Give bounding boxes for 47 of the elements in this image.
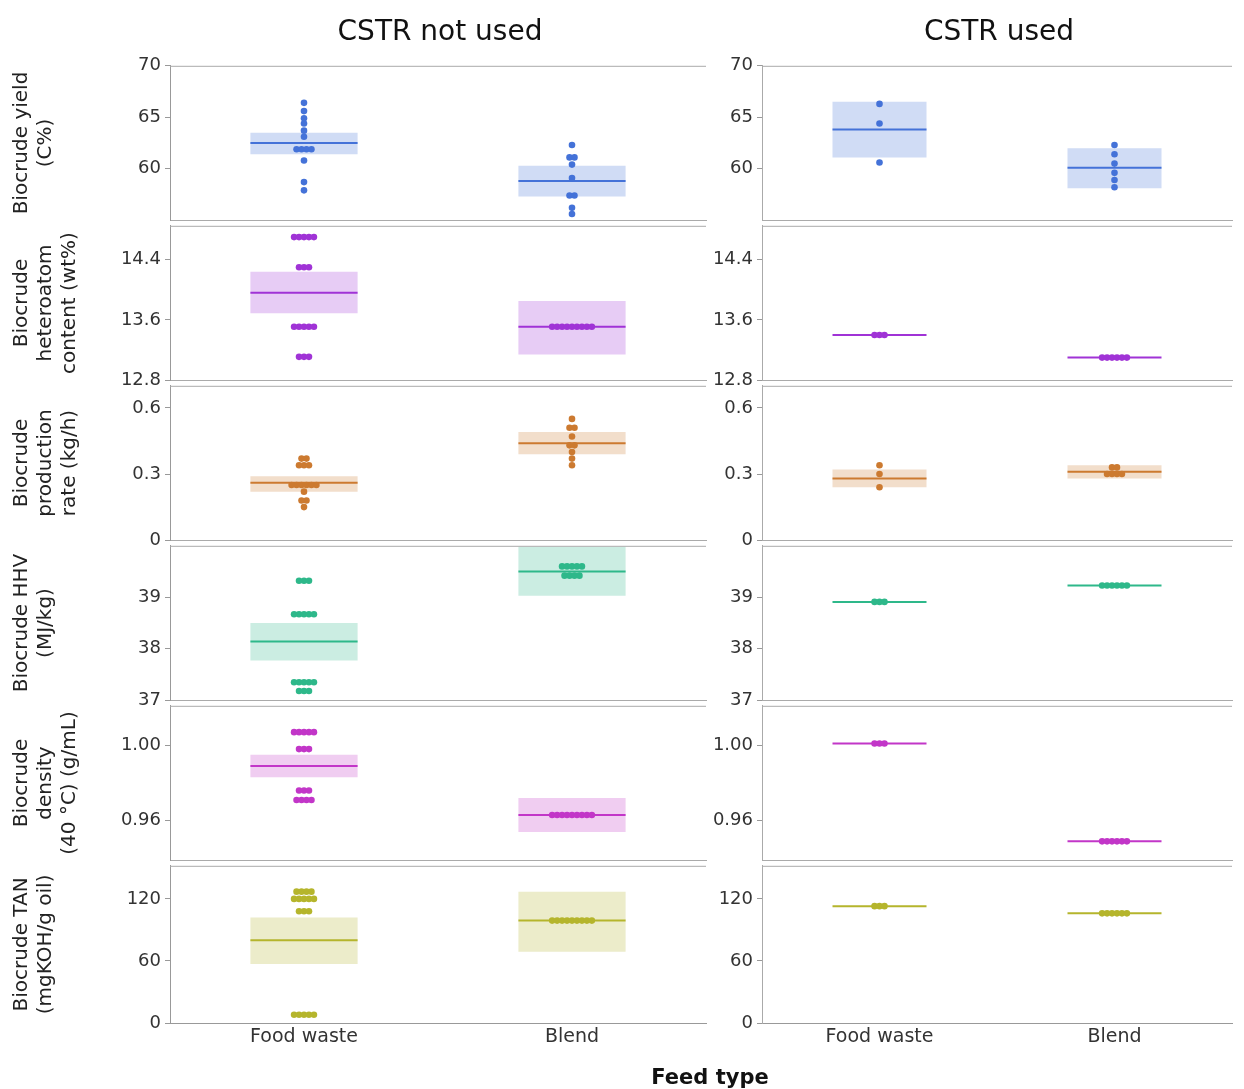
y-tick-label: 38 bbox=[138, 636, 161, 658]
y-tick-label: 65 bbox=[730, 104, 753, 126]
y-tick-label: 60 bbox=[730, 948, 753, 970]
y-axis-title: Biocrude TAN (mgKOH/g oil) bbox=[8, 874, 57, 1015]
y-axis-title: Biocrude density (40 °C) (g/mL) bbox=[8, 711, 81, 855]
y-tick-label: 39 bbox=[730, 584, 753, 606]
y-tick-label: 14.4 bbox=[712, 247, 753, 269]
y-tick-label: 0.96 bbox=[712, 808, 753, 830]
y-tick-label: 37 bbox=[138, 687, 161, 709]
y-axis-title: Biocrude heteroatom content (wt%) bbox=[8, 232, 81, 374]
y-tick-label: 0.96 bbox=[120, 808, 161, 830]
y-tick-label: 120 bbox=[718, 886, 753, 908]
chart-title: CSTR used bbox=[922, 14, 1076, 47]
y-axis-title: Biocrude production rate (kg/h) bbox=[8, 409, 81, 517]
x-tick-label: Food waste bbox=[825, 1024, 934, 1047]
x-axis-title: Feed type bbox=[650, 1065, 770, 1089]
y-tick-label: 0 bbox=[741, 527, 753, 549]
y-tick-label: 13.6 bbox=[120, 307, 161, 329]
y-tick-label: 39 bbox=[138, 584, 161, 606]
y-tick-label: 0 bbox=[149, 1010, 161, 1032]
y-tick-label: 65 bbox=[138, 104, 161, 126]
chart-title: CSTR not used bbox=[336, 14, 544, 47]
y-tick-label: 12.8 bbox=[712, 367, 753, 389]
y-tick-label: 38 bbox=[730, 636, 753, 658]
y-tick-label: 120 bbox=[126, 886, 161, 908]
y-tick-label: 37 bbox=[730, 687, 753, 709]
y-tick-label: 14.4 bbox=[120, 247, 161, 269]
y-axis-title: Biocrude yield (C%) bbox=[8, 71, 57, 215]
y-tick-label: 0 bbox=[149, 527, 161, 549]
y-tick-label: 70 bbox=[730, 53, 753, 75]
y-tick-label: 1.00 bbox=[120, 733, 161, 755]
x-tick-label: Blend bbox=[1087, 1024, 1142, 1047]
y-axis-title: Biocrude HHV (MJ/kg) bbox=[8, 553, 57, 693]
y-tick-label: 0.6 bbox=[724, 395, 753, 417]
x-tick-label: Blend bbox=[544, 1024, 600, 1047]
y-tick-label: 0 bbox=[741, 1010, 753, 1032]
y-tick-label: 0.6 bbox=[132, 395, 161, 417]
x-tick-label: Food waste bbox=[250, 1024, 358, 1047]
y-tick-label: 0.3 bbox=[724, 461, 753, 483]
y-tick-label: 1.00 bbox=[712, 733, 753, 755]
y-tick-label: 12.8 bbox=[120, 367, 161, 389]
y-tick-label: 70 bbox=[138, 53, 161, 75]
y-tick-label: 60 bbox=[138, 156, 161, 178]
y-tick-label: 60 bbox=[138, 948, 161, 970]
y-tick-label: 0.3 bbox=[132, 461, 161, 483]
y-tick-label: 60 bbox=[730, 156, 753, 178]
y-tick-label: 13.6 bbox=[712, 307, 753, 329]
